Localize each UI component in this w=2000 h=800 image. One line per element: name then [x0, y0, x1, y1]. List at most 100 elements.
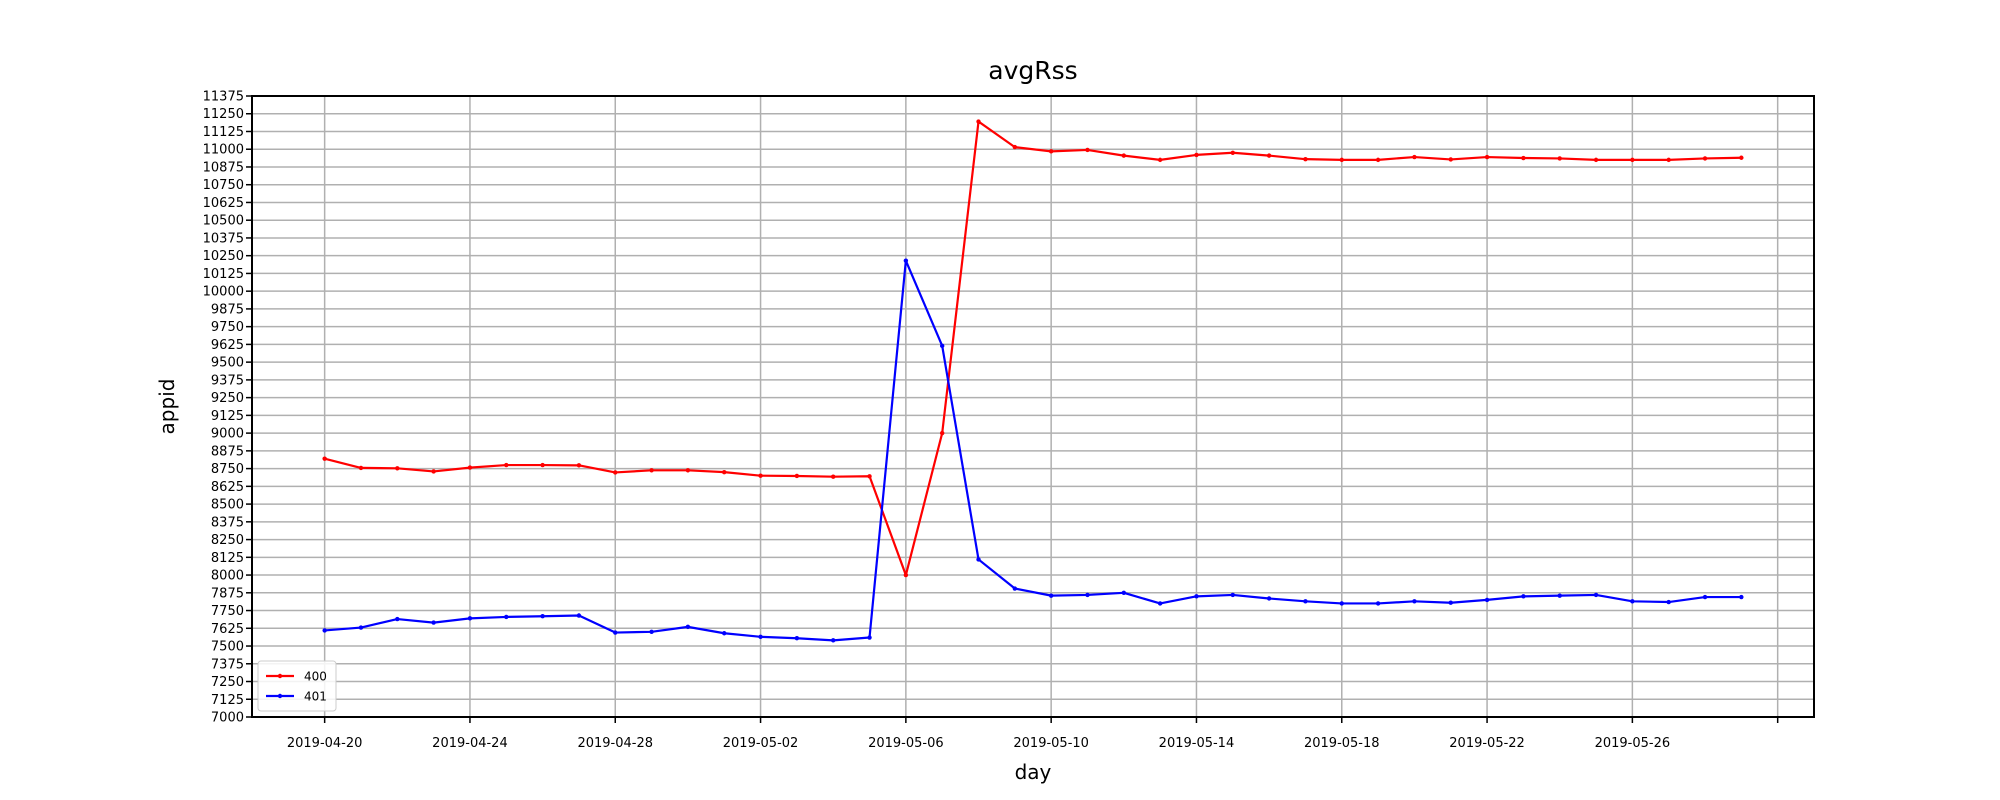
data-point: [722, 631, 727, 636]
data-point: [1266, 153, 1272, 158]
data-point: [1666, 599, 1671, 605]
y-tick-label: 10125: [203, 267, 244, 282]
y-tick-label: 11250: [203, 107, 244, 122]
grid: [252, 95, 1814, 718]
data-point: [1739, 594, 1744, 600]
y-tick-label: 7125: [211, 693, 244, 708]
data-point: [1230, 592, 1235, 598]
data-point: [1630, 157, 1635, 163]
y-tick-label: 9000: [211, 427, 244, 442]
y-tick-label: 10500: [203, 214, 244, 229]
data-point: [758, 634, 763, 640]
y-tick-label: 7250: [211, 675, 244, 690]
data-point: [649, 629, 654, 635]
data-point: [467, 616, 473, 621]
x-tick-label: 2019-05-02: [723, 736, 799, 751]
x-axis-label: day: [1015, 760, 1052, 784]
y-tick-label: 8875: [211, 444, 244, 459]
data-point: [867, 635, 872, 640]
data-point: [1266, 596, 1272, 601]
data-point: [1085, 592, 1090, 598]
data-point: [831, 638, 836, 643]
legend-item: 400: [266, 670, 327, 684]
data-point: [794, 473, 800, 479]
data-point: [358, 465, 364, 471]
series-401: [322, 258, 1744, 643]
data-point: [467, 465, 473, 470]
data-point: [1157, 601, 1163, 606]
x-tick-label: 2019-04-20: [287, 736, 363, 751]
x-tick-label: 2019-05-22: [1449, 736, 1525, 751]
x-tick-label: 2019-05-14: [1159, 736, 1235, 751]
series-layer: [322, 119, 1744, 643]
data-point: [540, 614, 545, 619]
y-tick-label: 10750: [203, 178, 244, 193]
legend-marker: [277, 673, 283, 679]
data-point: [1521, 155, 1526, 161]
y-tick-label: 7875: [211, 586, 244, 601]
data-point: [1630, 599, 1635, 604]
data-point: [649, 468, 654, 473]
data-point: [903, 258, 909, 263]
data-point: [431, 620, 436, 625]
data-point: [540, 462, 545, 468]
data-point: [358, 625, 364, 630]
data-point: [613, 470, 618, 475]
y-tick-label: 10250: [203, 249, 244, 264]
series-line: [324, 259, 1742, 642]
legend-item: 401: [266, 690, 327, 704]
data-point: [758, 473, 763, 478]
data-point: [431, 469, 436, 474]
data-point: [1048, 149, 1054, 154]
data-point: [1375, 601, 1381, 606]
y-tick-label: 9875: [211, 302, 244, 317]
legend-label: 401: [304, 690, 327, 704]
y-tick-label: 7750: [211, 604, 244, 619]
x-axis: 2019-04-20 2019-04-24 2019-04-28 2019-05-02…: [287, 717, 1779, 751]
data-point: [1702, 594, 1708, 600]
y-tick-label: 7625: [211, 622, 244, 637]
data-point: [1157, 157, 1163, 163]
y-tick-label: 11375: [203, 90, 244, 105]
y-tick-label: 7500: [211, 640, 244, 655]
y-tick-label: 10375: [203, 231, 244, 246]
data-point: [794, 636, 800, 641]
y-tick-label: 7000: [211, 711, 244, 726]
data-point: [1484, 154, 1490, 160]
data-point: [322, 628, 327, 633]
x-tick-label: 2019-05-26: [1595, 736, 1671, 751]
y-tick-label: 9625: [211, 338, 244, 353]
y-tick-label: 8750: [211, 462, 244, 477]
data-point: [1121, 590, 1127, 595]
y-tick-label: 9250: [211, 391, 244, 406]
y-tick-label: 9500: [211, 356, 244, 371]
y-tick-label: 8250: [211, 533, 244, 548]
y-tick-label: 10875: [203, 160, 244, 175]
data-point: [1303, 599, 1308, 604]
x-tick-label: 2019-04-24: [432, 736, 508, 751]
legend-box: [257, 660, 337, 712]
y-tick-label: 10625: [203, 196, 244, 211]
legend-label: 400: [304, 670, 327, 684]
y-tick-label: 8375: [211, 515, 244, 530]
data-point: [613, 630, 618, 635]
data-point: [903, 572, 909, 578]
data-point: [1557, 593, 1562, 598]
y-tick-label: 11000: [203, 143, 244, 158]
x-tick-label: 2019-05-06: [868, 736, 944, 751]
data-point: [576, 613, 582, 618]
y-tick-label: 7375: [211, 657, 244, 672]
data-point: [1448, 600, 1453, 605]
x-tick-label: 2019-04-28: [577, 736, 653, 751]
data-point: [1194, 594, 1199, 599]
y-tick-label: 8625: [211, 480, 244, 495]
data-point: [1121, 153, 1127, 158]
data-point: [504, 462, 509, 468]
y-tick-label: 8000: [211, 569, 244, 584]
data-point: [831, 474, 836, 479]
y-tick-label: 9375: [211, 373, 244, 388]
data-point: [1593, 592, 1599, 598]
data-point: [1484, 597, 1490, 603]
data-point: [1339, 157, 1344, 163]
